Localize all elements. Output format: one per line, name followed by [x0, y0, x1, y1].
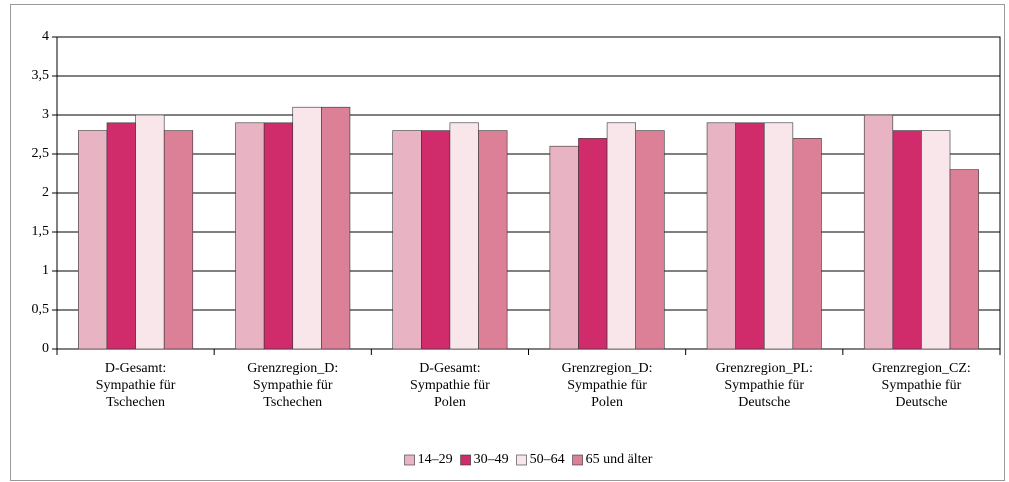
bar: [478, 130, 508, 350]
x-tick-label: Sympathie für: [410, 378, 490, 393]
bar: [606, 122, 636, 350]
x-tick-label: Grenzregion_CZ:: [872, 361, 971, 376]
chart-frame: [10, 4, 1005, 481]
x-tick-label: D-Gesamt:: [105, 361, 166, 376]
y-tick-label: 1: [42, 263, 49, 278]
bar: [949, 169, 979, 350]
x-tick-label: Tschechen: [106, 395, 165, 410]
y-tick-label: 1,5: [32, 224, 50, 239]
legend-swatch: [516, 454, 527, 466]
bar: [549, 145, 579, 350]
legend-label: 14–29: [418, 452, 453, 467]
x-tick-label: Grenzregion_D:: [247, 361, 338, 376]
bar: [635, 130, 665, 350]
x-tick-label: Grenzregion_D:: [562, 361, 653, 376]
bar: [263, 122, 294, 350]
x-tick-label: Sympathie für: [724, 378, 804, 393]
legend-swatch: [572, 454, 583, 466]
legend-swatch: [460, 454, 471, 466]
bar: [706, 122, 736, 350]
y-tick-label: 2,5: [32, 146, 50, 161]
legend-label: 30–49: [474, 452, 509, 467]
x-tick-label: Grenzregion_PL:: [716, 361, 813, 376]
y-tick-label: 4: [42, 29, 49, 44]
bar: [449, 122, 479, 350]
bar: [892, 130, 922, 350]
bar: [735, 122, 765, 350]
bar: [921, 130, 951, 350]
x-tick-label: Sympathie für: [567, 378, 647, 393]
bar: [135, 114, 165, 350]
y-tick-label: 3,5: [32, 68, 50, 83]
x-tick-label: Polen: [434, 395, 466, 410]
bar: [78, 130, 108, 350]
y-tick-label: 3: [42, 107, 49, 122]
bar: [792, 138, 822, 350]
x-tick-label: Sympathie für: [253, 378, 333, 393]
bar: [392, 130, 422, 350]
bar: [863, 114, 894, 350]
bar: [421, 130, 451, 350]
x-tick-label: Sympathie für: [96, 378, 176, 393]
bar: [163, 130, 194, 350]
x-tick-label: D-Gesamt:: [419, 361, 480, 376]
legend-swatch: [404, 454, 415, 466]
x-tick-label: Deutsche: [895, 395, 947, 410]
bar: [321, 106, 351, 350]
bar: [763, 122, 794, 350]
y-tick-label: 0: [42, 341, 49, 356]
x-tick-label: Deutsche: [738, 395, 790, 410]
bar: [292, 106, 322, 350]
legend-label: 50–64: [530, 452, 565, 467]
y-tick-label: 2: [42, 185, 49, 200]
y-tick-label: 0,5: [32, 302, 50, 317]
x-tick-label: Sympathie für: [882, 378, 962, 393]
bar: [578, 138, 608, 350]
bar: [235, 122, 265, 350]
x-tick-label: Polen: [591, 395, 623, 410]
legend-label: 65 und älter: [586, 452, 653, 467]
x-tick-label: Tschechen: [263, 395, 322, 410]
bar: [106, 122, 136, 350]
